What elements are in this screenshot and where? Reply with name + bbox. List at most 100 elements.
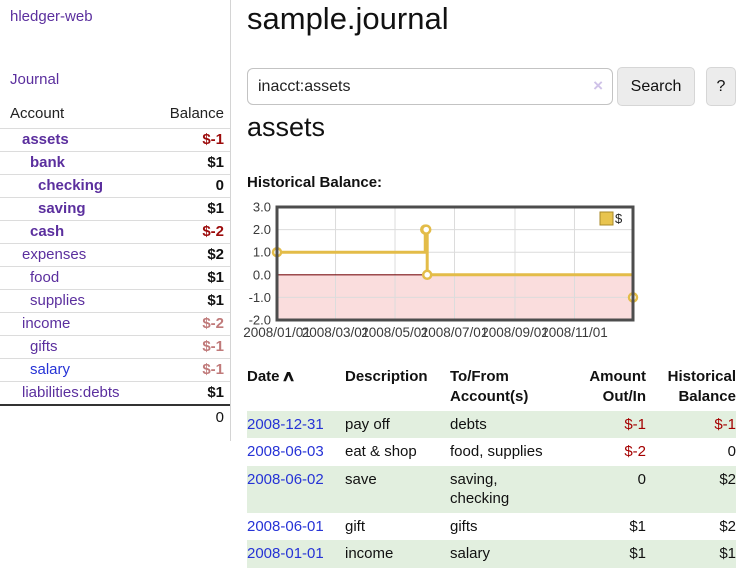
y-axis-tick-label: 0.0 xyxy=(253,267,271,282)
y-axis-tick-label: 3.0 xyxy=(253,200,271,215)
account-link[interactable]: income xyxy=(22,315,71,332)
account-row: income $-2 xyxy=(0,312,230,336)
x-axis-tick-label: 2008/07/01 xyxy=(421,325,489,340)
x-axis-tick-label: 2008/11/01 xyxy=(541,325,608,340)
transaction-date-link[interactable]: 2008-06-03 xyxy=(247,443,324,461)
legend-label: $ xyxy=(615,211,623,226)
y-axis-tick-label: 1.0 xyxy=(253,245,271,260)
transaction-description: eat & shop xyxy=(345,443,417,461)
transaction-balance: $-1 xyxy=(714,415,736,433)
sidebar-item-journal[interactable]: Journal xyxy=(10,71,60,88)
account-link[interactable]: checking xyxy=(38,177,104,194)
account-link[interactable]: bank xyxy=(30,154,66,171)
account-balance: $1 xyxy=(207,269,224,286)
plot-border xyxy=(275,205,635,322)
col-header-date[interactable]: Date∧ xyxy=(247,368,296,385)
accounts-header-account: Account xyxy=(10,105,65,122)
register-row: 2008-06-03 eat & shop food, supplies $-2 0 xyxy=(247,438,736,466)
transaction-amount: $1 xyxy=(629,545,646,563)
accounts-header-balance: Balance xyxy=(169,105,224,122)
account-balance: $1 xyxy=(207,154,224,171)
x-axis-tick-label: 2008/01/01 xyxy=(243,325,311,340)
search-box: × xyxy=(247,68,613,105)
transaction-balance: 0 xyxy=(727,443,736,461)
historical-balance-chart: $3.0 2.0 1.0 0.0 -1.0 -2.02008/01/012008/03/0… xyxy=(243,200,639,340)
account-link[interactable]: expenses xyxy=(22,246,87,263)
account-link[interactable]: supplies xyxy=(30,292,86,309)
x-axis-tick-label: 2008/03/01 xyxy=(302,325,370,340)
account-link[interactable]: assets xyxy=(22,131,69,148)
account-balance: $-1 xyxy=(202,361,224,378)
data-point-marker xyxy=(420,224,432,235)
register-row: 2008-12-31 pay off debts $-1 $-1 xyxy=(247,410,736,439)
y-axis-tick-label: -1.0 xyxy=(249,290,271,305)
account-row: liabilities:debts $1 xyxy=(0,381,230,406)
account-row: checking 0 xyxy=(0,174,230,198)
transaction-balance: $2 xyxy=(719,517,736,535)
register-row: 2008-06-01 gift gifts $1 $2 xyxy=(247,513,736,541)
col-header-accounts: To/From Account(s) xyxy=(450,368,529,405)
transaction-balance: $1 xyxy=(719,545,736,563)
account-link[interactable]: cash xyxy=(30,223,65,240)
x-axis-tick-label: 2008/05/01 xyxy=(361,325,429,340)
account-row: supplies $1 xyxy=(0,289,230,313)
transaction-accounts: saving, checking xyxy=(450,470,510,508)
transaction-accounts: salary xyxy=(450,545,491,563)
transaction-date-link[interactable]: 2008-12-31 xyxy=(247,415,324,433)
transaction-balance: $2 xyxy=(719,470,736,488)
account-balance: $-2 xyxy=(202,315,224,332)
legend-swatch xyxy=(599,211,614,226)
transaction-amount: $-2 xyxy=(624,443,646,461)
chart-title: Historical Balance: xyxy=(247,174,383,191)
transaction-description: save xyxy=(345,470,377,488)
search-input[interactable] xyxy=(247,68,613,105)
search-button[interactable]: Search xyxy=(617,67,695,106)
transaction-amount: $1 xyxy=(629,517,646,535)
y-axis-tick-label: 2.0 xyxy=(253,222,271,237)
transaction-date-link[interactable]: 2008-06-02 xyxy=(247,470,324,488)
y-axis-tick-label: -2.0 xyxy=(249,313,271,328)
page-title: sample.journal xyxy=(247,1,449,36)
account-balance: $-2 xyxy=(202,223,224,240)
transaction-date-link[interactable]: 2008-01-01 xyxy=(247,545,324,563)
register-row: 2008-06-02 save saving, checking 0 $2 xyxy=(247,465,736,513)
account-balance: $-1 xyxy=(202,131,224,148)
col-header-balance: Historical Balance xyxy=(667,368,736,405)
col-header-amount: Amount Out/In xyxy=(589,368,646,405)
account-link[interactable]: saving xyxy=(38,200,86,217)
account-row: food $1 xyxy=(0,266,230,290)
account-balance: 0 xyxy=(215,177,224,194)
account-row: saving $1 xyxy=(0,197,230,221)
account-row: assets $-1 xyxy=(0,128,230,152)
accounts-total-row: 0 xyxy=(0,405,230,430)
account-balance: $2 xyxy=(207,246,224,263)
account-row: salary $-1 xyxy=(0,358,230,382)
transaction-description: gift xyxy=(345,517,366,535)
account-link[interactable]: liabilities:debts xyxy=(22,384,120,401)
col-header-description: Description xyxy=(345,368,428,385)
help-button[interactable]: ? xyxy=(706,67,736,106)
account-row: cash $-2 xyxy=(0,220,230,244)
brand-link[interactable]: hledger-web xyxy=(10,8,93,25)
account-row: expenses $2 xyxy=(0,243,230,267)
account-heading: assets xyxy=(247,112,326,142)
account-link[interactable]: salary xyxy=(30,361,71,378)
register-table: Date∧ Description To/From Account(s) Amo… xyxy=(247,363,736,568)
account-balance: $1 xyxy=(207,384,224,401)
transaction-date-link[interactable]: 2008-06-01 xyxy=(247,517,324,535)
transaction-description: income xyxy=(345,545,394,563)
account-link[interactable]: gifts xyxy=(30,338,58,355)
search-form: × Search ? xyxy=(247,67,736,108)
transaction-amount: $-1 xyxy=(624,415,646,433)
account-link[interactable]: food xyxy=(30,269,60,286)
transaction-accounts: gifts xyxy=(450,517,478,535)
clear-search-icon[interactable]: × xyxy=(593,76,603,95)
account-balance: $-1 xyxy=(202,338,224,355)
accounts-total-balance: 0 xyxy=(215,409,224,426)
transaction-accounts: food, supplies xyxy=(450,443,543,461)
accounts-table: Account Balance assets $-1 bank $1 checking 0… xyxy=(0,100,230,430)
x-axis-tick-label: 2008/09/01 xyxy=(481,325,549,340)
account-balance: $1 xyxy=(207,292,224,309)
account-balance: $1 xyxy=(207,200,224,217)
sort-asc-icon: ∧ xyxy=(280,368,296,385)
